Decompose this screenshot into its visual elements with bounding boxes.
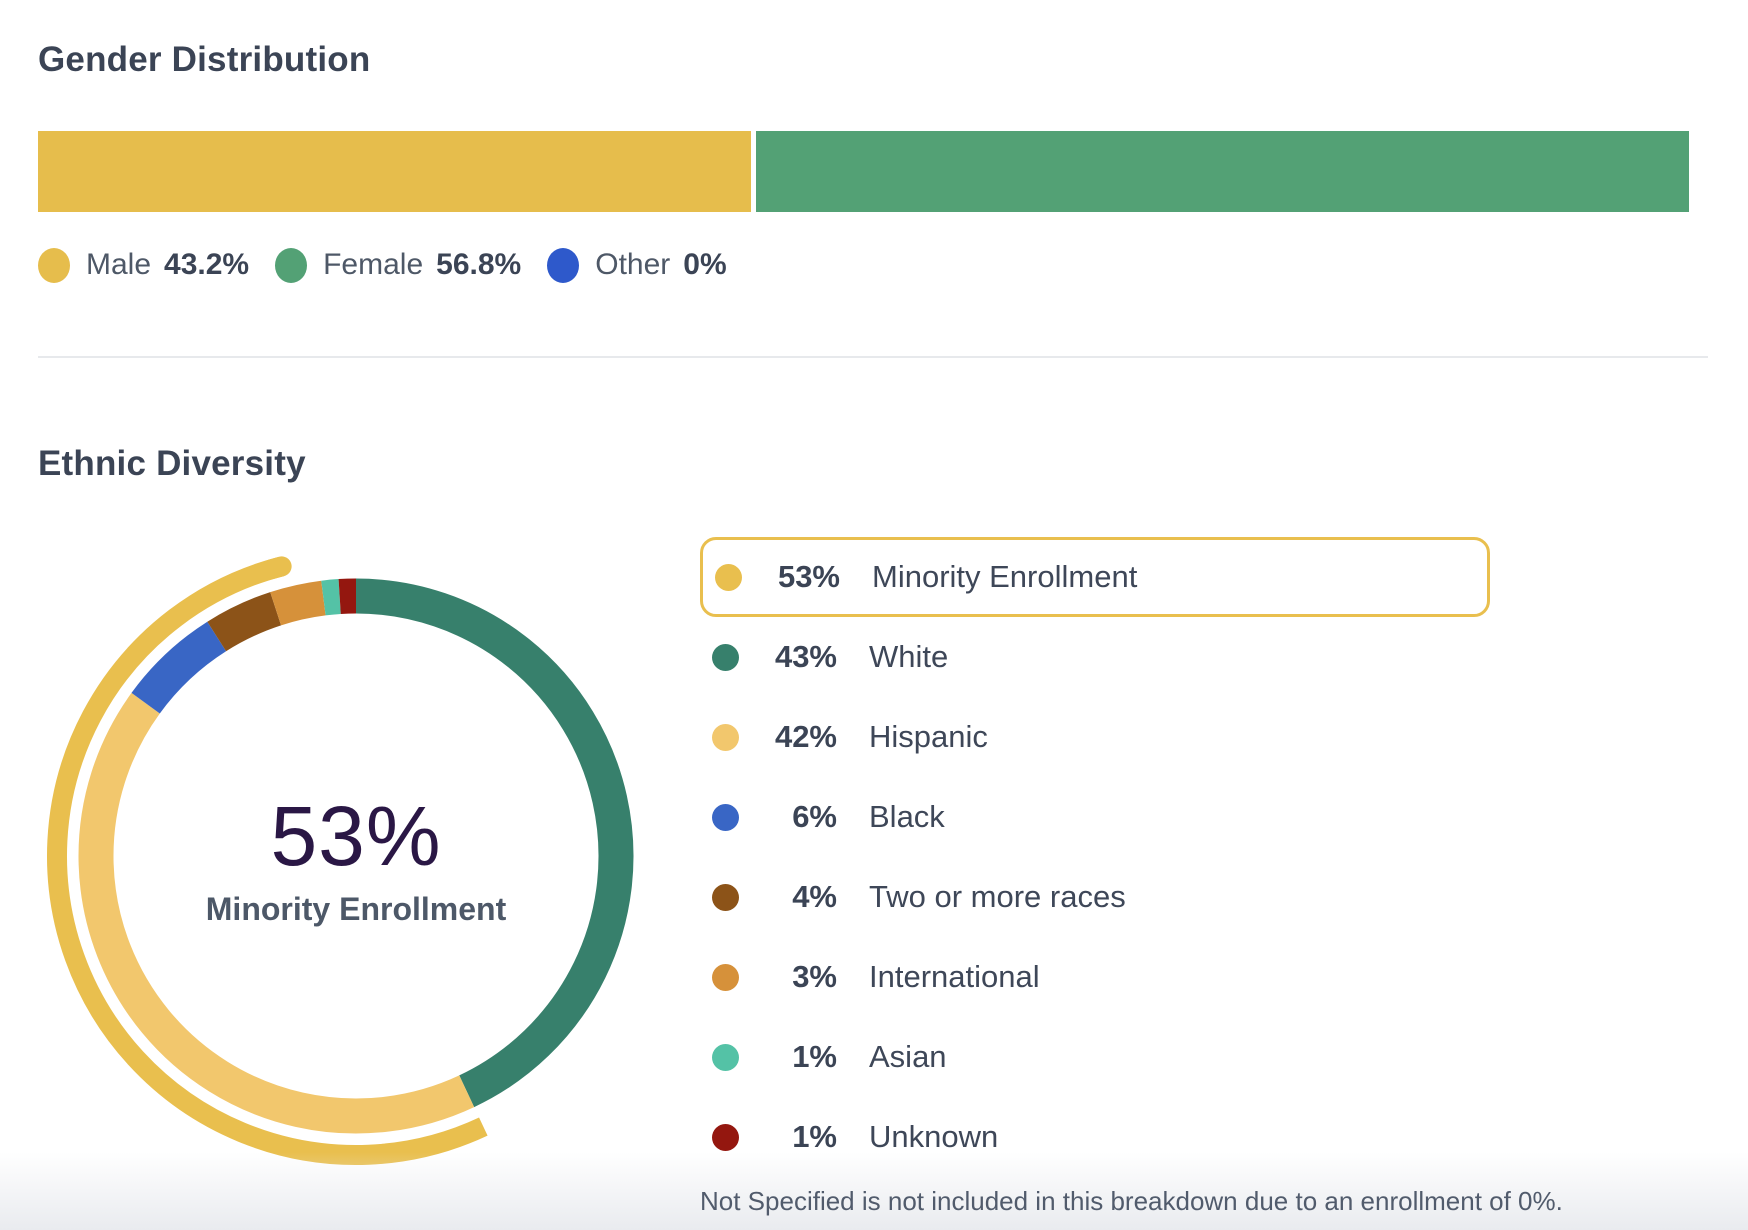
ethnic-legend-label: White	[869, 639, 949, 674]
gender-legend-label: Other	[595, 248, 671, 281]
ethnic-legend-label: Hispanic	[869, 719, 988, 754]
gender-bar-male-segment[interactable]	[38, 131, 752, 212]
ethnic-legend-value: 53%	[777, 559, 840, 594]
asian-dot	[712, 1043, 739, 1071]
other-color-pill	[547, 247, 580, 283]
ethnic-legend-item-minority-enrollment[interactable]: 53% Minority Enrollment	[700, 537, 1490, 617]
hispanic-dot	[712, 723, 739, 751]
ethnic-legend-value: 1%	[792, 1119, 837, 1154]
ethnic-legend-item-two-or-more-races[interactable]: 4% Two or more races	[700, 857, 1490, 937]
white-dot	[712, 643, 739, 671]
unknown-dot	[712, 1123, 739, 1151]
ethnic-legend-value: 4%	[792, 879, 837, 914]
male-color-pill	[38, 247, 70, 283]
minority-enrollment-dot	[715, 563, 742, 591]
female-color-pill	[275, 247, 308, 283]
ethnic-legend-item-hispanic[interactable]: 42% Hispanic	[700, 697, 1490, 777]
ethnic-legend-item-asian[interactable]: 1% Asian	[700, 1017, 1490, 1097]
international-dot	[712, 963, 739, 991]
gender-legend-value: 0%	[683, 248, 727, 281]
minority-enrollment-arc-tip[interactable]	[261, 556, 292, 580]
black-dot	[712, 803, 739, 831]
donut-segment-black[interactable]	[131, 621, 227, 714]
ethnic-legend-value: 1%	[792, 1039, 837, 1074]
gender-legend-value: 43.2%	[164, 248, 250, 281]
donut-segment-asian[interactable]	[321, 579, 341, 616]
ethnic-legend: 53% Minority Enrollment 43% White 42% Hispani…	[700, 537, 1490, 1177]
gender-legend-item-female: Female 56.8%	[275, 247, 522, 283]
donut-segment-white[interactable]	[355, 578, 634, 1108]
minority-enrollment-arc[interactable]	[47, 556, 488, 1165]
gender-legend-item-other: Other 0%	[547, 247, 727, 283]
ethnic-legend-value: 43%	[774, 639, 837, 674]
two-or-more-races-dot	[712, 883, 739, 911]
gender-legend: Male 43.2% Female 56.8% Other 0%	[38, 246, 727, 284]
gender-stacked-bar	[38, 131, 1689, 212]
ethnic-legend-item-black[interactable]: 6% Black	[700, 777, 1490, 857]
donut-segment-two-or-more-races[interactable]	[207, 592, 282, 652]
gender-legend-label: Male	[86, 248, 152, 281]
ethnic-legend-label: Two or more races	[869, 879, 1126, 914]
ethnic-legend-label: Asian	[869, 1039, 947, 1074]
donut-segment-international[interactable]	[270, 580, 326, 626]
donut-svg	[47, 556, 634, 1165]
section-divider	[38, 356, 1708, 358]
ethnic-legend-item-unknown[interactable]: 1% Unknown	[700, 1097, 1490, 1177]
ethnic-legend-note: Not Specified is not included in this br…	[700, 1186, 1563, 1216]
donut-segment-hispanic[interactable]	[78, 692, 475, 1134]
gender-legend-label: Female	[323, 248, 424, 281]
ethnic-legend-item-white[interactable]: 43% White	[700, 617, 1490, 697]
gender-bar-female-segment[interactable]	[756, 131, 1689, 212]
ethnic-legend-label: Black	[869, 799, 945, 834]
gender-legend-item-male: Male 43.2%	[38, 247, 250, 283]
ethnic-legend-value: 6%	[792, 799, 837, 834]
ethnic-legend-label: Minority Enrollment	[872, 559, 1138, 594]
ethnic-legend-value: 3%	[792, 959, 837, 994]
ethnic-legend-value: 42%	[774, 719, 837, 754]
gender-section-title: Gender Distribution	[38, 40, 371, 79]
gender-legend-value: 56.8%	[436, 248, 522, 281]
ethnic-donut-chart: 53% Minority Enrollment	[44, 544, 668, 1168]
donut-segment-unknown[interactable]	[338, 578, 357, 614]
ethnic-legend-label: Unknown	[869, 1119, 999, 1154]
ethnic-legend-label: International	[869, 959, 1040, 994]
ethnic-legend-item-international[interactable]: 3% International	[700, 937, 1490, 1017]
ethnic-section-title: Ethnic Diversity	[38, 444, 306, 483]
